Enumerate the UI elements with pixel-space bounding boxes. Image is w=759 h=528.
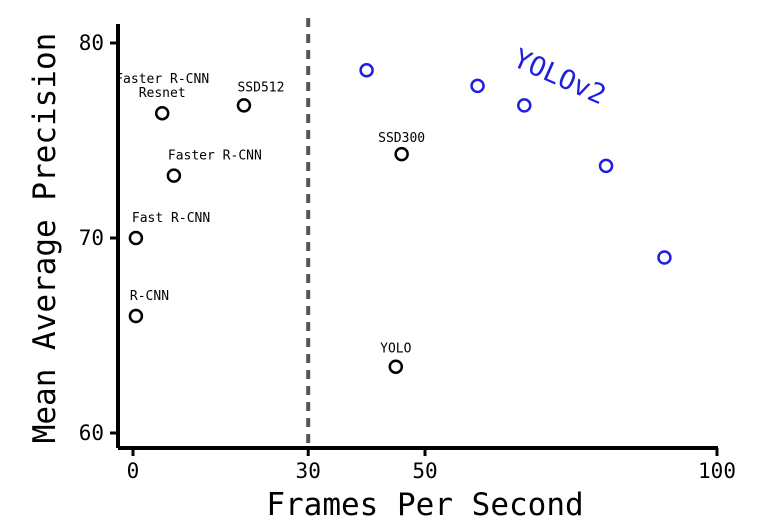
y-tick-label: 80 bbox=[79, 31, 104, 55]
data-point bbox=[394, 146, 409, 162]
point-label: Fast R-CNN bbox=[132, 211, 210, 226]
point-label: Faster R-CNN bbox=[115, 72, 209, 87]
point-label: SSD512 bbox=[237, 80, 284, 95]
data-point bbox=[236, 98, 252, 113]
point-label: R-CNN bbox=[130, 289, 169, 304]
point-label: Resnet bbox=[139, 86, 186, 101]
data-point bbox=[388, 359, 404, 374]
data-point bbox=[154, 105, 170, 121]
y-axis-title: Mean Average Precision bbox=[27, 33, 63, 444]
points-layer bbox=[128, 63, 672, 374]
yolov2-data-point bbox=[598, 158, 614, 174]
yolov2-data-point bbox=[657, 250, 672, 265]
data-point bbox=[128, 308, 144, 324]
y-tick-label: 60 bbox=[79, 421, 104, 445]
x-tick-label: 100 bbox=[698, 459, 736, 483]
series-label-yolov2: YOLOv2 bbox=[509, 43, 611, 111]
x-tick-label: 0 bbox=[127, 459, 140, 483]
x-tick-label: 30 bbox=[296, 459, 321, 483]
point-label: SSD300 bbox=[378, 131, 425, 146]
data-point bbox=[128, 230, 144, 246]
y-tick-label: 70 bbox=[79, 226, 104, 250]
yolov2-data-point bbox=[517, 98, 532, 113]
data-point bbox=[166, 168, 182, 183]
yolov2-data-point bbox=[470, 78, 485, 94]
yolov2-data-point bbox=[359, 63, 374, 78]
axes: 60 70 80 0 30 50 100 bbox=[79, 24, 736, 483]
x-tick-label: 50 bbox=[412, 459, 437, 483]
x-axis-title: Frames Per Second bbox=[266, 487, 583, 523]
point-label: YOLO bbox=[380, 342, 411, 357]
point-label: Faster R-CNN bbox=[168, 149, 262, 164]
